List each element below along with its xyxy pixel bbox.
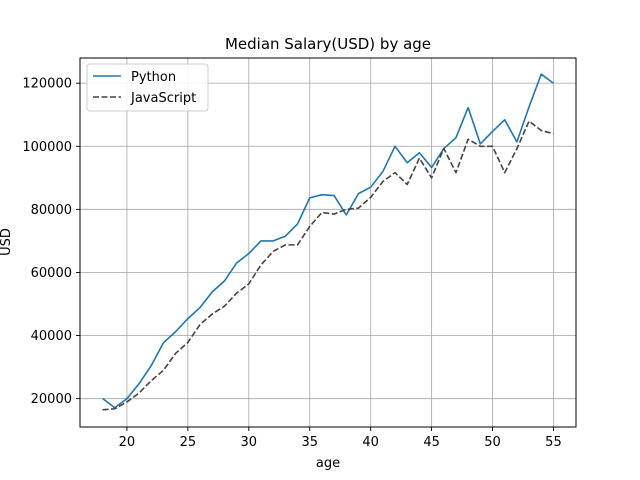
x-axis-title: age [316,456,340,471]
x-tick-label: 50 [484,435,501,450]
y-tick-label: 100000 [22,140,72,155]
x-tick-label: 45 [423,435,440,450]
x-tick-label: 20 [119,435,136,450]
x-tick-label: 30 [241,435,258,450]
y-tick-label: 20000 [31,392,72,407]
series-line-javascript [102,120,554,411]
x-tick-label: 40 [362,435,379,450]
chart-title: Median Salary(USD) by age [225,35,431,53]
x-tick-label: 35 [301,435,318,450]
series-line-python [102,73,554,409]
y-tick-label: 60000 [31,266,72,281]
x-tick-label: 25 [180,435,197,450]
plot-frame [79,57,577,428]
y-tick-label: 80000 [31,203,72,218]
legend-label-python: Python [131,70,176,85]
series-lines [102,73,554,411]
y-tick-label: 40000 [31,329,72,344]
y-tick-label: 120000 [22,77,72,92]
axis-ticks: 20 25 30 35 40 45 50 55 20000 40000 60000 80000 1000… [22,77,561,450]
legend-label-javascript: JavaScript [130,91,196,106]
x-tick-label: 55 [545,435,562,450]
y-axis-title: USD [0,228,14,256]
legend: Python JavaScript [86,63,209,112]
grid-lines [80,58,576,427]
